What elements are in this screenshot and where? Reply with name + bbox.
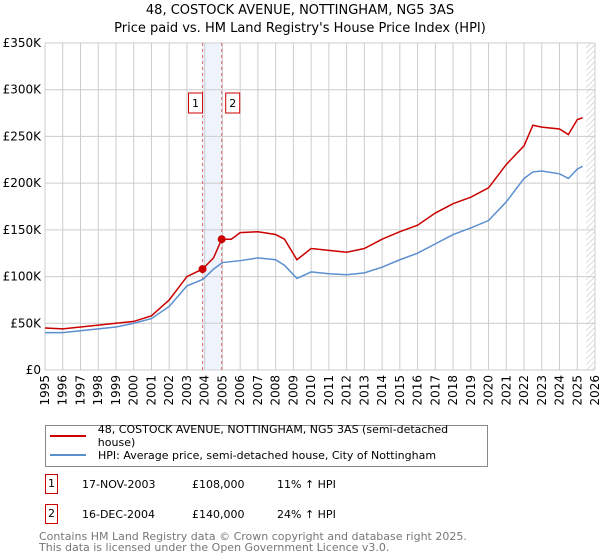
price: £108,000: [192, 477, 245, 491]
sale-point: [198, 265, 207, 274]
sale-badge: [225, 92, 241, 114]
footer: Contains HM Land Registry data © Crown c…: [39, 531, 467, 553]
x-tick-label: 2023: [535, 375, 549, 406]
x-tick-label: 2022: [517, 375, 531, 406]
date: 16-DEC-2004: [82, 507, 156, 521]
transaction-row: 2 16-DEC-2004 £140,000 24% ↑ HPI: [45, 504, 336, 524]
legend-label: HPI: Average price, semi-detached house,…: [98, 448, 437, 462]
x-tick-label: 2015: [393, 375, 407, 406]
y-tick-label: £250K: [3, 129, 43, 143]
x-tick-label: 2005: [215, 375, 229, 406]
x-tick-label: 2011: [322, 375, 336, 406]
y-tick-label: £150K: [3, 223, 43, 237]
x-tick-label: 2025: [570, 375, 584, 406]
y-tick-label: £200K: [3, 176, 43, 190]
x-tick-label: 2006: [233, 375, 247, 406]
x-tick-label: 2017: [428, 375, 442, 406]
legend: 48, COSTOCK AVENUE, NOTTINGHAM, NG5 3AS …: [45, 423, 488, 467]
x-tick-label: 2002: [162, 375, 176, 406]
x-tick-label: 2004: [198, 375, 212, 406]
x-tick-label: 2010: [304, 375, 318, 406]
sale-badge-label: 1: [192, 97, 199, 110]
x-tick-label: 2021: [499, 375, 513, 406]
y-tick-label: £0: [26, 363, 41, 377]
x-tick-label: 2003: [180, 375, 194, 406]
footer-line: Contains HM Land Registry data © Crown c…: [39, 530, 467, 543]
x-tick-label: 2024: [553, 375, 567, 406]
x-tick-label: 2007: [251, 375, 265, 406]
forecast-hatch: [586, 43, 595, 370]
x-tick-label: 2020: [482, 375, 496, 406]
y-tick-label: £350K: [3, 36, 43, 50]
price-chart: £0 £50K £100K £150K £200K £250K £300K £350K 1995…: [3, 36, 600, 406]
legend-label: 48, COSTOCK AVENUE, NOTTINGHAM, NG5 3AS …: [97, 423, 449, 449]
x-tick-label: 2012: [340, 375, 354, 406]
x-tick-label: 1995: [38, 375, 52, 406]
date: 17-NOV-2003: [82, 477, 156, 491]
title-line: 48, COSTOCK AVENUE, NOTTINGHAM, NG5 3AS: [145, 3, 455, 18]
subtitle-line: Price paid vs. HM Land Registry's House …: [114, 21, 486, 36]
hpi-diff: 11% ↑ HPI: [277, 477, 336, 491]
chart-title: 48, COSTOCK AVENUE, NOTTINGHAM, NG5 3AS P…: [0, 2, 600, 38]
hpi-diff: 24% ↑ HPI: [277, 507, 336, 521]
x-tick-label: 1999: [109, 375, 123, 406]
sale-point: [217, 235, 226, 244]
x-tick-label: 2026: [588, 375, 600, 406]
price: £140,000: [192, 507, 245, 521]
y-tick-label: £300K: [3, 83, 43, 97]
footer-line: This data is licensed under the Open Gov…: [39, 541, 390, 554]
legend-blue-line: [50, 454, 86, 456]
x-tick-label: 2008: [269, 375, 283, 406]
x-tick-label: 2019: [464, 375, 478, 406]
sale-span: [202, 43, 222, 370]
x-tick-label: 2000: [127, 375, 141, 406]
x-tick-label: 2016: [411, 375, 425, 406]
marker-badge: 2: [45, 504, 58, 524]
transaction-row: 1 17-NOV-2003 £108,000 11% ↑ HPI: [45, 474, 336, 494]
series-line: [44, 117, 583, 330]
sale-badge-label: 2: [229, 97, 236, 110]
legend-red-line: [50, 435, 86, 437]
marker-badge: 1: [45, 474, 58, 494]
series-line: [45, 165, 583, 334]
x-tick-label: 2014: [375, 375, 389, 406]
sale-badge: [188, 92, 204, 114]
x-tick-label: 2018: [446, 375, 460, 406]
x-tick-label: 1998: [91, 375, 105, 406]
x-tick-label: 1997: [73, 375, 87, 406]
y-tick-label: £100K: [3, 270, 43, 284]
y-tick-label: £50K: [10, 316, 42, 330]
x-tick-label: 2009: [286, 375, 300, 406]
x-tick-label: 2013: [357, 375, 371, 406]
x-tick-label: 2001: [144, 375, 158, 406]
x-tick-label: 1996: [56, 375, 70, 406]
